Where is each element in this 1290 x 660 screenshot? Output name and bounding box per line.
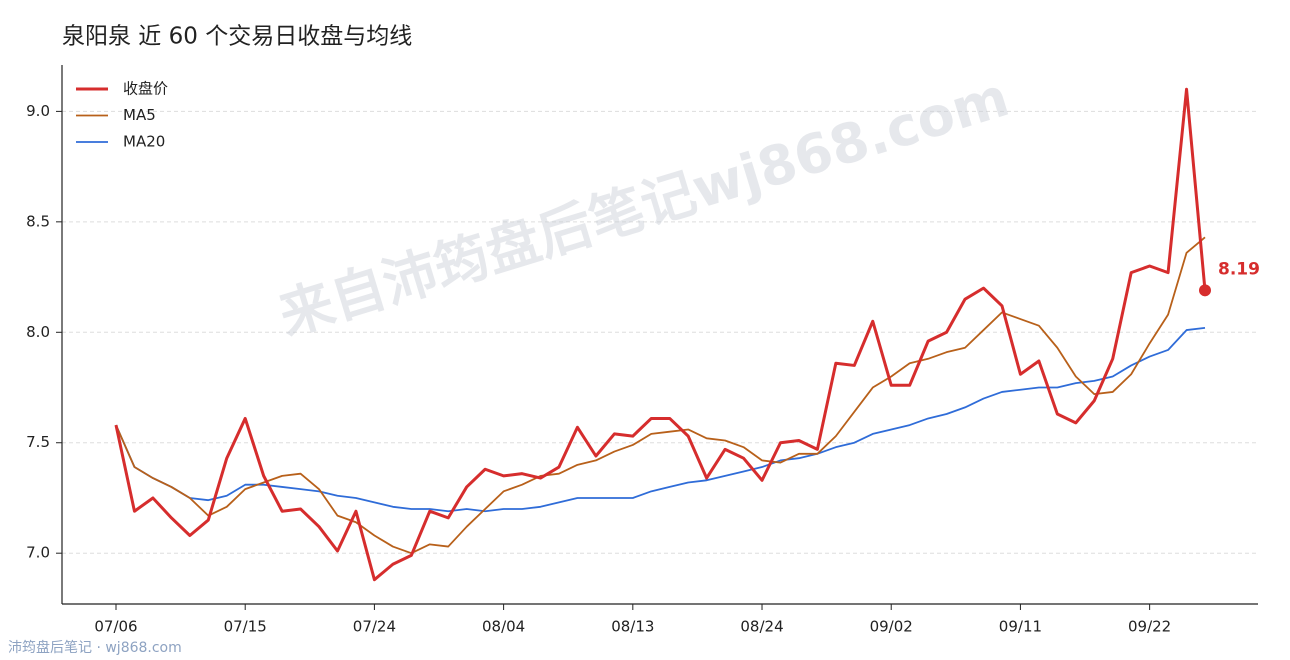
x-tick-label: 08/13: [611, 618, 654, 636]
last-point: [1199, 284, 1211, 297]
y-tick-label: 9.0: [26, 102, 50, 120]
y-tick-label: 8.0: [26, 323, 50, 341]
series-line: [115, 326, 1206, 513]
series-line: [115, 236, 1206, 555]
legend-label: 收盘价: [123, 80, 168, 98]
series-line: [114, 87, 1207, 582]
x-tick-label: 07/06: [94, 618, 137, 636]
y-tick-label: 7.5: [26, 433, 50, 451]
y-tick-label: 7.0: [26, 544, 50, 562]
watermark: 来自沛筠盘后笔记wj868.com: [272, 65, 1016, 347]
x-tick-label: 08/04: [482, 618, 525, 636]
legend-label: MA5: [123, 106, 156, 124]
x-tick-label: 07/24: [353, 618, 396, 636]
x-tick-label: 09/02: [870, 618, 913, 636]
y-tick-label: 8.5: [26, 212, 50, 230]
x-tick-label: 09/22: [1128, 618, 1171, 636]
x-tick-label: 07/15: [224, 618, 267, 636]
x-tick-label: 08/24: [740, 618, 783, 636]
x-tick-label: 09/11: [999, 618, 1042, 636]
chart-title: 泉阳泉 近 60 个交易日收盘与均线: [62, 24, 412, 50]
legend-label: MA20: [123, 133, 165, 151]
last-value-label: 8.19: [1218, 259, 1260, 279]
footer: 沛筠盘后笔记 · wj868.com: [8, 639, 182, 656]
